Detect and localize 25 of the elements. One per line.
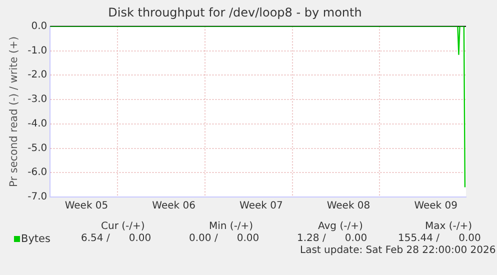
text: Min (-/+) — [209, 221, 254, 232]
x-tick-label: Week 09 — [414, 200, 458, 212]
text: 0.00 / 0.00 — [189, 233, 260, 244]
text: 155.44 / 0.00 — [398, 233, 481, 244]
x-tick-label: Week 06 — [152, 200, 196, 212]
text: Cur (-/+) — [101, 221, 145, 232]
text: 6.54 / 0.00 — [81, 233, 152, 244]
y-tick-label: -3.0 — [28, 94, 48, 106]
y-tick-label: -1.0 — [28, 45, 48, 56]
text: 1.28 / 0.00 — [297, 233, 368, 244]
text: Avg (-/+) — [318, 221, 363, 232]
y-axis-title: Pr second read (-) / write (+) — [8, 36, 20, 187]
y-tick-label: 0.0 — [31, 20, 48, 32]
text: Last update: Sat Feb 28 22:00:00 2026 — [300, 245, 496, 256]
y-tick-label: -5.0 — [28, 142, 48, 154]
y-tick-label: -2.0 — [28, 70, 48, 81]
text: Max (-/+) — [425, 221, 472, 232]
x-tick-label: Week 05 — [64, 200, 108, 212]
legend-label: Bytes — [21, 233, 50, 245]
y-tick-label: -4.0 — [28, 118, 48, 130]
y-tick-label: -6.0 — [28, 167, 48, 178]
x-tick-label: Week 07 — [240, 200, 283, 212]
chart-title: Disk throughput for /dev/loop8 - by month — [108, 5, 362, 20]
x-tick-label: Week 08 — [326, 200, 370, 212]
y-tick-label: -7.0 — [28, 192, 48, 203]
